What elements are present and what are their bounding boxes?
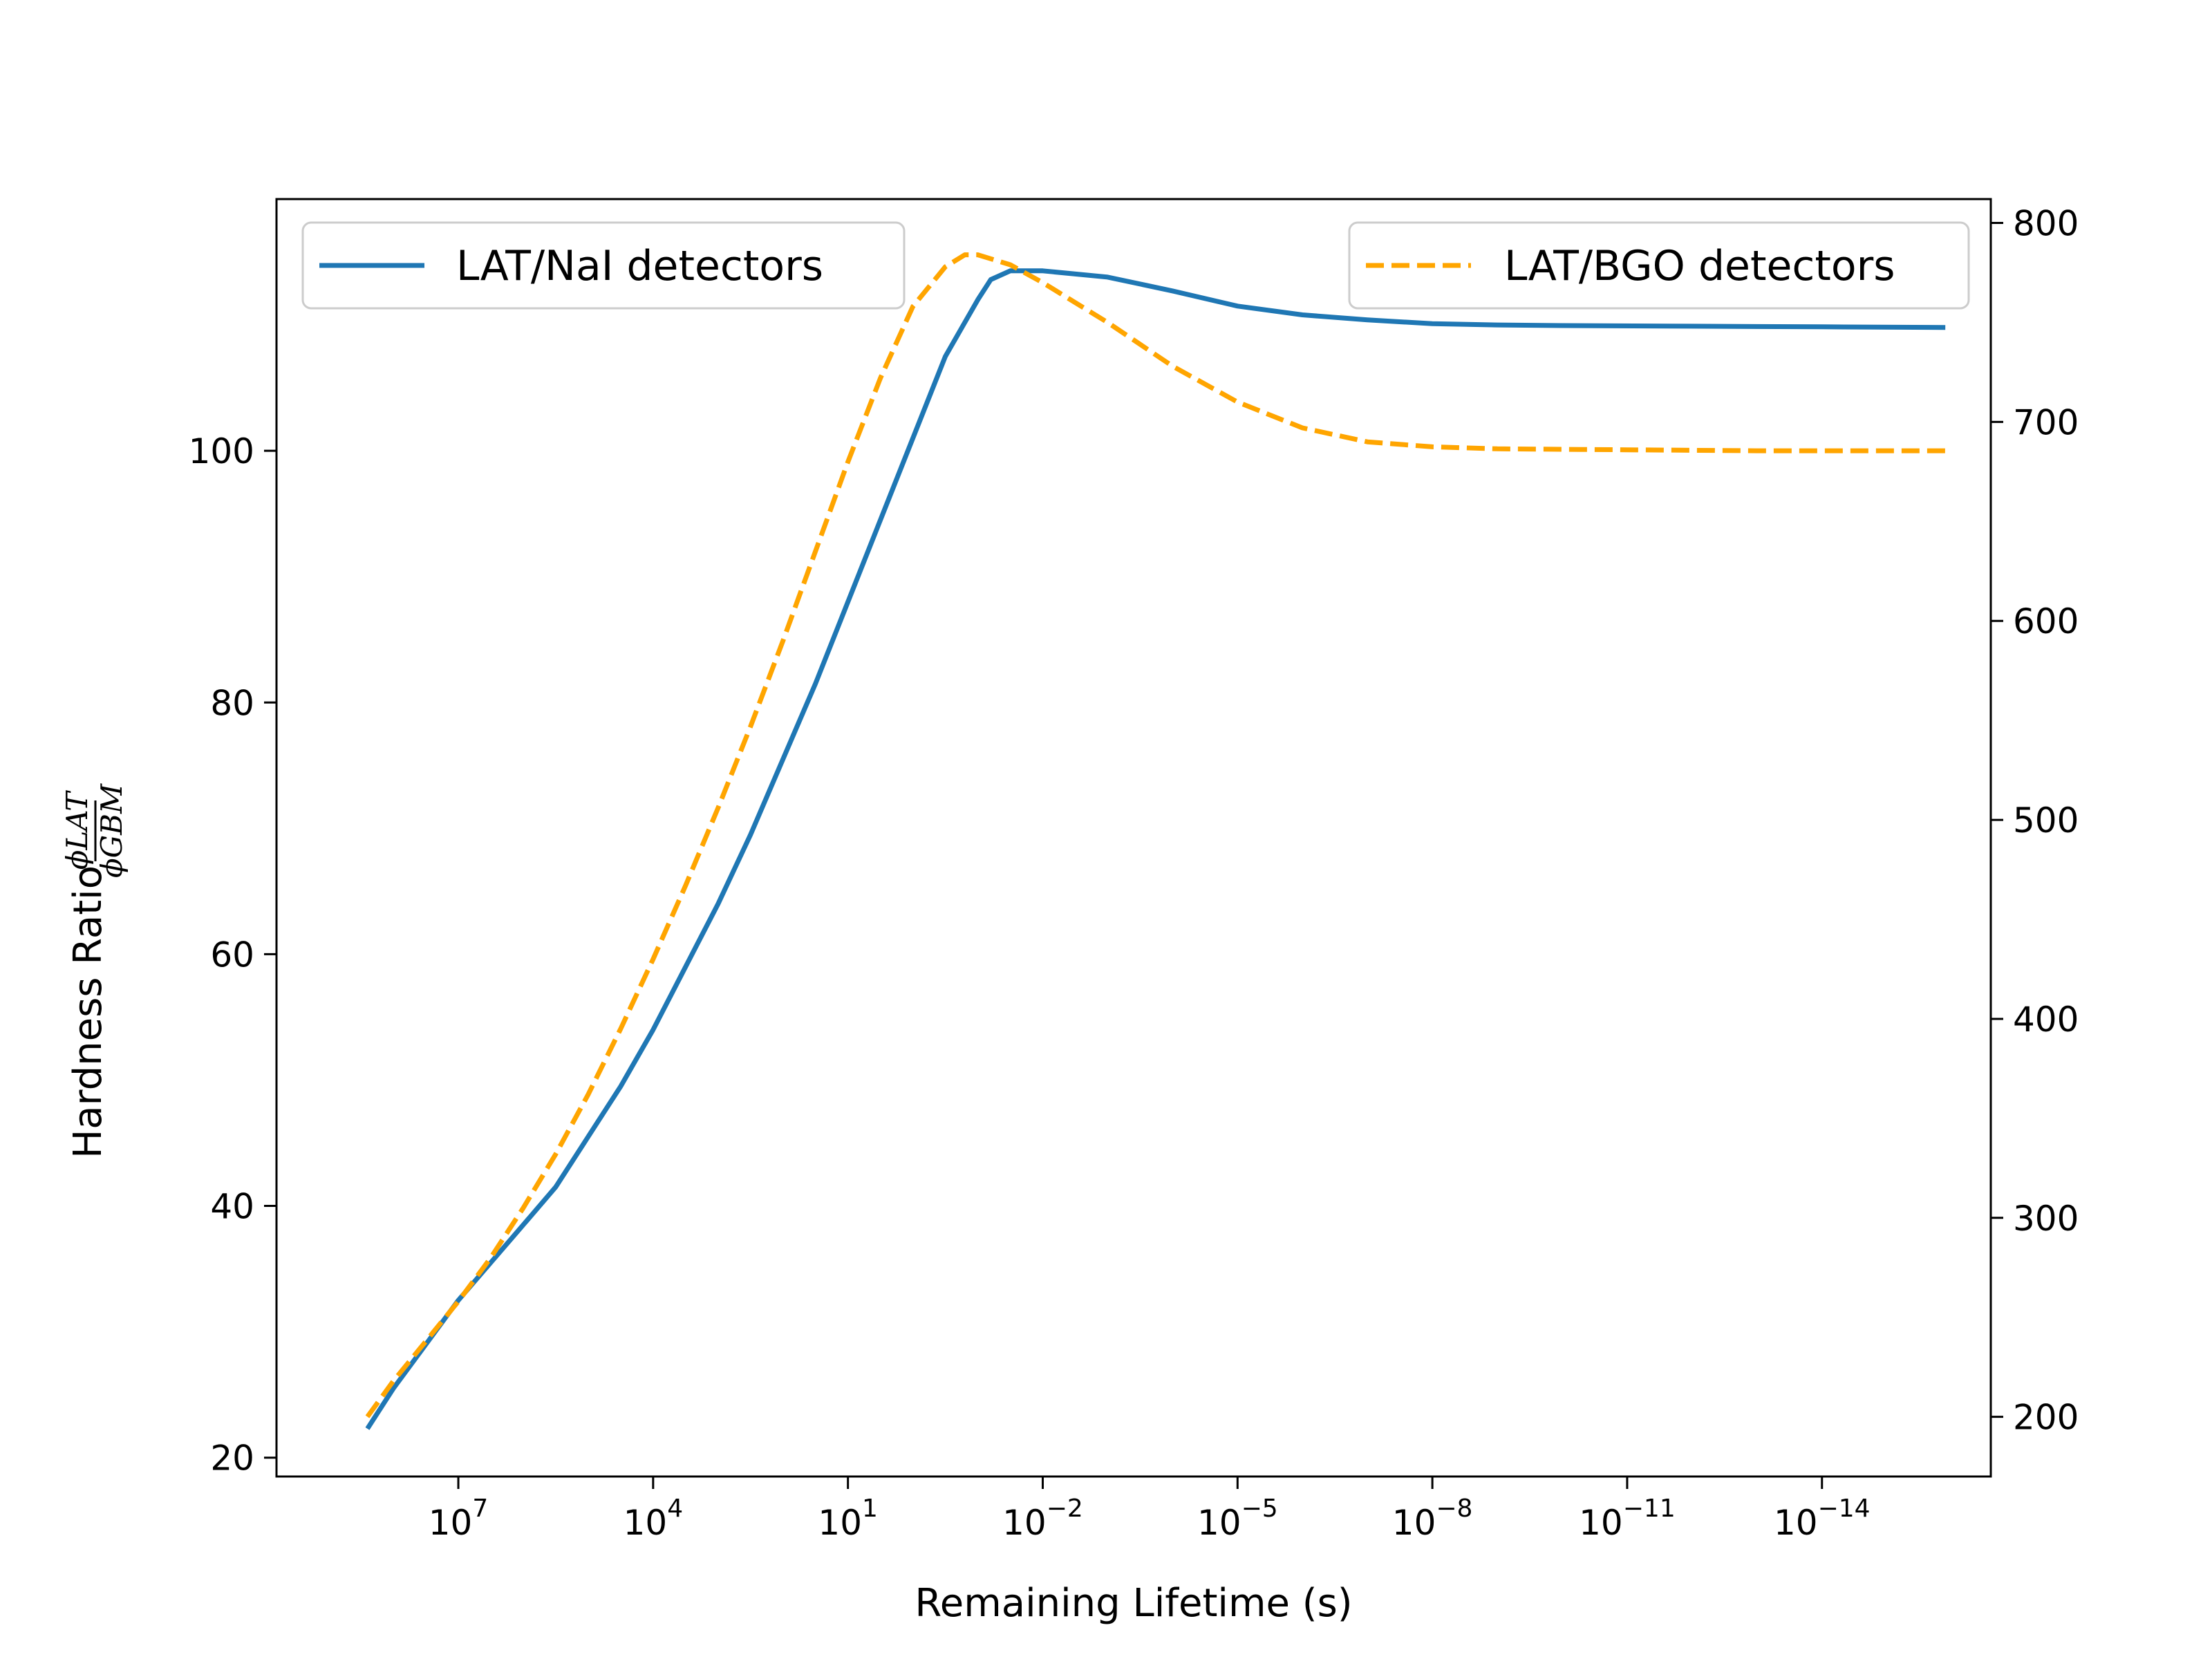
y-right-tick-label-0: 200 (2013, 1398, 2079, 1438)
y-axis-label-numerator: ϕLAT (60, 790, 94, 870)
y-axis-label-group: Hardness Ratio ϕLAT ϕGBM (60, 783, 129, 1159)
x-tick-label-1: 104 (624, 1494, 684, 1543)
y-left-tick-label-4: 100 (189, 431, 254, 471)
x-tick-label-4: 10−5 (1197, 1494, 1278, 1543)
y-left-tick-label-2: 60 (210, 935, 254, 975)
y-left-tick-label-3: 80 (210, 683, 254, 723)
y-right-tick-label-3: 500 (2013, 800, 2079, 841)
x-tick-label-5: 10−8 (1392, 1494, 1473, 1543)
x-tick-label-7: 10−14 (1774, 1494, 1871, 1543)
legend-bgo-box (1348, 221, 1970, 310)
x-tick-label-2: 101 (818, 1494, 878, 1543)
y-right-tick-label-4: 600 (2013, 601, 2079, 641)
y-axis-label-denominator: ϕGBM (95, 783, 129, 878)
legend-nai: LAT/NaI detectors (301, 221, 906, 310)
x-tick-label-3: 10−2 (1002, 1494, 1083, 1543)
y-left-axis: 20 40 60 80 100 (189, 431, 276, 1479)
y-right-axis: 200 300 400 500 600 700 800 (1991, 204, 2079, 1438)
series-layer (365, 252, 1946, 1430)
legend-bgo: LAT/BGO detectors (1348, 221, 1970, 310)
y-left-tick-label-0: 20 (210, 1438, 254, 1479)
x-tick-label-0: 107 (429, 1494, 489, 1543)
series-line-bgo (365, 252, 1946, 1418)
legend-nai-label: LAT/NaI detectors (456, 242, 823, 290)
y-right-tick-label-1: 300 (2013, 1199, 2079, 1239)
plot-frame (275, 198, 1992, 1478)
x-axis: 107 104 101 10−2 10−5 10−8 10−11 10−14 (429, 1477, 1871, 1543)
y-right-tick-label-6: 800 (2013, 204, 2079, 244)
series-line-nai (365, 268, 1946, 1430)
y-right-tick-label-5: 700 (2013, 402, 2079, 442)
y-right-tick-label-2: 400 (2013, 1000, 2079, 1040)
x-axis-label: Remaining Lifetime (s) (915, 1581, 1352, 1626)
legend-bgo-label: LAT/BGO detectors (1504, 242, 1895, 290)
y-left-tick-label-1: 40 (210, 1187, 254, 1227)
y-axis-label: Hardness Ratio (66, 865, 111, 1159)
x-tick-label-6: 10−11 (1579, 1494, 1676, 1543)
legend-nai-box (301, 221, 906, 310)
